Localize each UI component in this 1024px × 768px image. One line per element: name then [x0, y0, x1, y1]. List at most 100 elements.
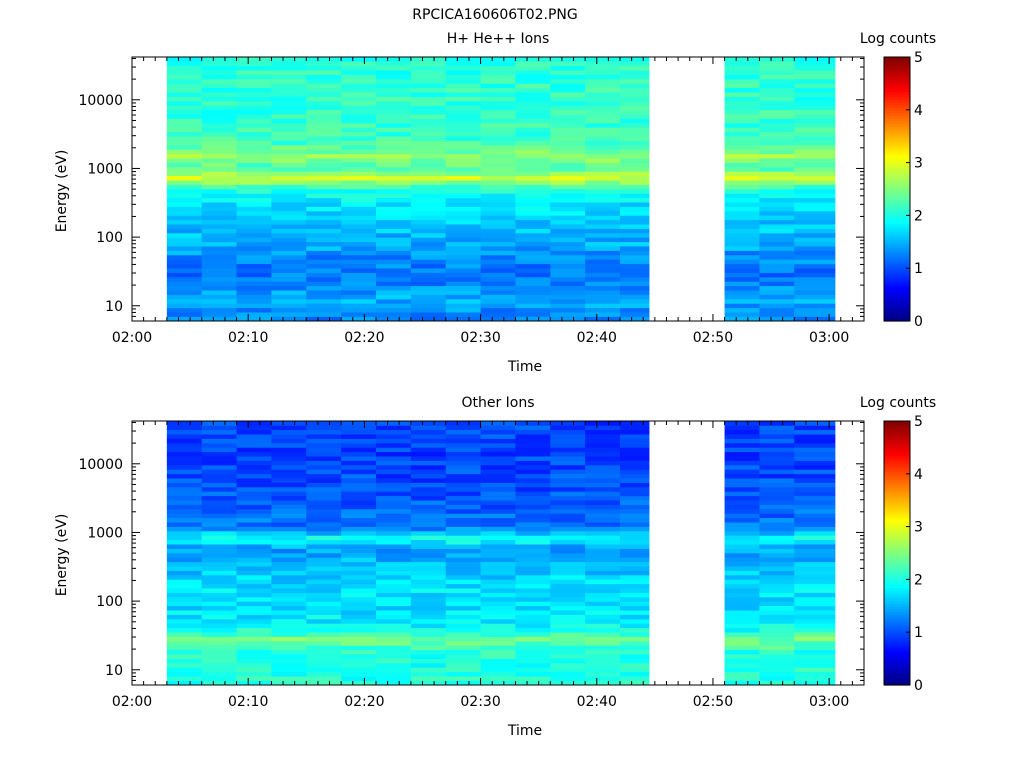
spectrogram-cell [271, 675, 307, 681]
spectrogram-cell [585, 241, 621, 247]
spectrogram-cell [271, 636, 307, 642]
spectrogram-cell [724, 530, 760, 536]
spectrogram-cell [445, 153, 481, 159]
spectrogram-cell [341, 517, 377, 523]
spectrogram-cell [759, 171, 795, 177]
spectrogram-cell [341, 433, 377, 439]
spectrogram-cell [759, 425, 795, 431]
spectrogram-cell [585, 166, 621, 172]
spectrogram-cell [201, 570, 237, 576]
spectrogram-cell [794, 100, 836, 106]
spectrogram-cell [271, 455, 307, 461]
spectrogram-cell [515, 499, 551, 505]
spectrogram-cell [550, 259, 586, 265]
spectrogram-cell [376, 530, 412, 536]
spectrogram-cell [236, 570, 272, 576]
spectrogram-cell [480, 530, 516, 536]
spectrogram-cell [306, 543, 342, 549]
spectrogram-cell [794, 482, 836, 488]
spectrogram-cell [271, 526, 307, 532]
spectrogram-cell [550, 228, 586, 234]
spectrogram-cell [271, 184, 307, 190]
spectrogram-cell [271, 491, 307, 497]
spectrogram-cell [341, 513, 377, 519]
spectrogram-cell [724, 223, 760, 229]
spectrogram-cell [759, 96, 795, 102]
spectrogram-cell [794, 495, 836, 501]
spectrogram-cell [759, 618, 795, 624]
spectrogram-cell [550, 91, 586, 97]
colorbar-swatch [884, 112, 910, 116]
spectrogram-cell [480, 473, 516, 479]
spectrogram-cell [620, 543, 650, 549]
spectrogram-cell [306, 460, 342, 466]
spectrogram-cell [236, 91, 272, 97]
spectrogram-cell [585, 521, 621, 527]
spectrogram-cell [201, 210, 237, 216]
spectrogram-cell [585, 469, 621, 475]
spectrogram-cell [445, 105, 481, 111]
spectrogram-cell [794, 499, 836, 505]
spectrogram-cell [306, 206, 342, 212]
spectrogram-cell [445, 579, 481, 585]
spectrogram-cell [585, 223, 621, 229]
spectrogram-cell [376, 289, 412, 295]
colorbar-swatch [884, 450, 910, 454]
spectrogram-cell [201, 61, 237, 67]
spectrogram-cell [585, 640, 621, 646]
spectrogram-cell [410, 263, 447, 269]
spectrogram-cell [585, 140, 621, 146]
spectrogram-cell [759, 307, 795, 313]
spectrogram-cell [515, 135, 551, 141]
spectrogram-cell [585, 583, 621, 589]
spectrogram-cell [341, 175, 377, 181]
spectrogram-cell [794, 175, 836, 181]
spectrogram-cell [201, 294, 237, 300]
spectrogram-cell [376, 307, 412, 313]
spectrogram-cell [515, 486, 551, 492]
spectrogram-cell [306, 552, 342, 558]
spectrogram-cell [480, 574, 516, 580]
spectrogram-cell [515, 215, 551, 221]
spectrogram-cell [724, 105, 760, 111]
spectrogram-cell [759, 241, 795, 247]
spectrogram-cell [306, 565, 342, 571]
spectrogram-cell [759, 521, 795, 527]
spectrogram-cell [759, 74, 795, 80]
spectrogram-cell [724, 241, 760, 247]
spectrogram-cell [201, 303, 237, 309]
spectrogram-cell [550, 579, 586, 585]
colorbar-swatch [884, 542, 910, 546]
spectrogram-cell [306, 105, 342, 111]
spectrogram-cell [794, 504, 836, 510]
spectrogram-cell [166, 552, 203, 558]
spectrogram-cell [620, 83, 650, 89]
spectrogram-cell [236, 144, 272, 150]
spectrogram-cell [794, 662, 836, 668]
spectrogram-cell [201, 263, 237, 269]
spectrogram-cell [236, 565, 272, 571]
spectrogram-cell [376, 675, 412, 681]
spectrogram-cell [341, 289, 377, 295]
spectrogram-cell [515, 552, 551, 558]
spectrogram-cell [585, 526, 621, 532]
spectrogram-cell [236, 526, 272, 532]
spectrogram-cell [201, 184, 237, 190]
spectrogram-cell [376, 157, 412, 163]
spectrogram-cell [759, 228, 795, 234]
spectrogram-cell [166, 87, 203, 93]
spectrogram-cell [201, 565, 237, 571]
spectrogram-cell [794, 245, 836, 251]
spectrogram-cell [515, 526, 551, 532]
spectrogram-cell [724, 113, 760, 119]
spectrogram-cell [585, 508, 621, 514]
spectrogram-cell [410, 574, 447, 580]
spectrogram-cell [166, 579, 203, 585]
spectrogram-cell [724, 675, 760, 681]
spectrogram-cell [480, 250, 516, 256]
spectrogram-cell [236, 105, 272, 111]
spectrogram-cell [271, 153, 307, 159]
spectrogram-cell [550, 241, 586, 247]
spectrogram-cell [445, 74, 481, 80]
spectrogram-cell [794, 517, 836, 523]
